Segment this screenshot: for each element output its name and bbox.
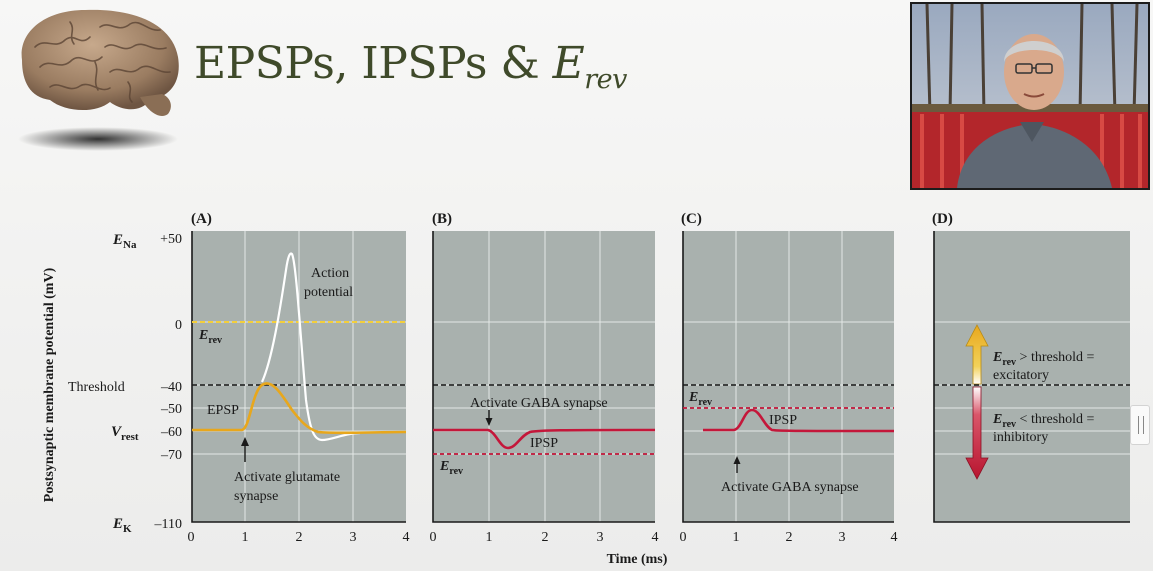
panel-d-background: [934, 231, 1130, 522]
x-tick-a-4: 4: [403, 530, 410, 545]
panel-c-letter: (C): [681, 211, 702, 227]
panel-b-arrow-head: [485, 418, 493, 426]
panel-d-letter: (D): [932, 211, 953, 227]
x-tick-c-3: 3: [839, 530, 846, 545]
y-value-minus60: –60: [160, 425, 182, 440]
panel-c-ipsp-label: IPSP: [769, 413, 797, 428]
inhibitory-arrow: [965, 386, 989, 480]
panel-a-action-label-2: potential: [304, 285, 353, 300]
action-potential-curve: [260, 252, 361, 442]
panel-d-inhibitory-1: Erev < threshold =: [992, 412, 1095, 430]
x-tick-c-0: 0: [680, 530, 687, 545]
title-e: E: [552, 38, 585, 89]
panel-a-epsp-label: EPSP: [207, 403, 239, 418]
panel-d-excitatory-2: excitatory: [993, 368, 1049, 383]
panel-c-arrow-head: [733, 456, 741, 464]
y-label-e-na: ENa: [112, 232, 137, 251]
panel-b-letter: (B): [432, 211, 452, 227]
y-label-v-rest: Vrest: [111, 424, 139, 443]
x-tick-b-2: 2: [542, 530, 549, 545]
panel-c-erev: Erev: [688, 390, 712, 408]
panel-a-letter: (A): [191, 211, 212, 227]
x-tick-c-1: 1: [733, 530, 740, 545]
panel-b-axes: [432, 231, 655, 523]
y-value-minus40: –40: [160, 380, 182, 395]
y-value-plus50: +50: [160, 232, 182, 247]
x-tick-a-3: 3: [350, 530, 357, 545]
x-tick-b-1: 1: [486, 530, 493, 545]
panel-a-action-label-1: Action: [311, 266, 349, 281]
x-tick-c-4: 4: [891, 530, 898, 545]
panel-d-excitatory-1: Erev > threshold =: [992, 350, 1095, 368]
panel-a-axes: [191, 231, 406, 523]
panel-b-ipsp-label: IPSP: [530, 436, 558, 451]
epsp-curve: [192, 382, 407, 435]
x-tick-b-4: 4: [652, 530, 659, 545]
x-axis-label: Time (ms): [607, 552, 668, 567]
y-label-e-k: EK: [112, 516, 132, 535]
panel-a-activate-2: synapse: [234, 489, 278, 504]
panel-c-axes: [682, 231, 894, 523]
panel-a-arrow-head: [241, 437, 249, 446]
x-tick-b-3: 3: [597, 530, 604, 545]
panel-b-erev: Erev: [439, 459, 463, 477]
y-value-zero: 0: [175, 318, 182, 333]
y-value-minus70: –70: [160, 448, 182, 463]
panel-b-background: [433, 231, 655, 522]
x-tick-a-2: 2: [296, 530, 303, 545]
x-tick-b-0: 0: [430, 530, 437, 545]
x-tick-a-0: 0: [188, 530, 195, 545]
scroll-handle[interactable]: [1130, 405, 1150, 445]
y-axis-label: Postsynaptic membrane potential (mV): [42, 267, 57, 502]
excitatory-arrow: [965, 324, 989, 385]
y-value-minus110: –110: [154, 517, 182, 532]
presenter-webcam: [910, 2, 1150, 190]
slide-title: EPSPs, IPSPs & Erev: [194, 38, 627, 95]
panel-b-activate: Activate GABA synapse: [470, 396, 608, 411]
title-main: EPSPs, IPSPs &: [194, 38, 553, 89]
panel-a-erev: Erev: [198, 328, 222, 346]
panel-d-axes: [933, 231, 1130, 523]
y-label-threshold: Threshold: [68, 380, 125, 395]
brain-icon: [18, 9, 179, 151]
panel-a-activate-1: Activate glutamate: [234, 470, 340, 485]
panel-d-inhibitory-2: inhibitory: [993, 430, 1048, 445]
panel-c-activate: Activate GABA synapse: [721, 480, 859, 495]
ipsp-curve-b: [433, 428, 656, 450]
x-tick-c-2: 2: [786, 530, 793, 545]
x-tick-a-1: 1: [242, 530, 249, 545]
title-sub: rev: [584, 64, 627, 95]
y-value-minus50: –50: [160, 402, 182, 417]
ipsp-curve-c: [703, 408, 895, 433]
